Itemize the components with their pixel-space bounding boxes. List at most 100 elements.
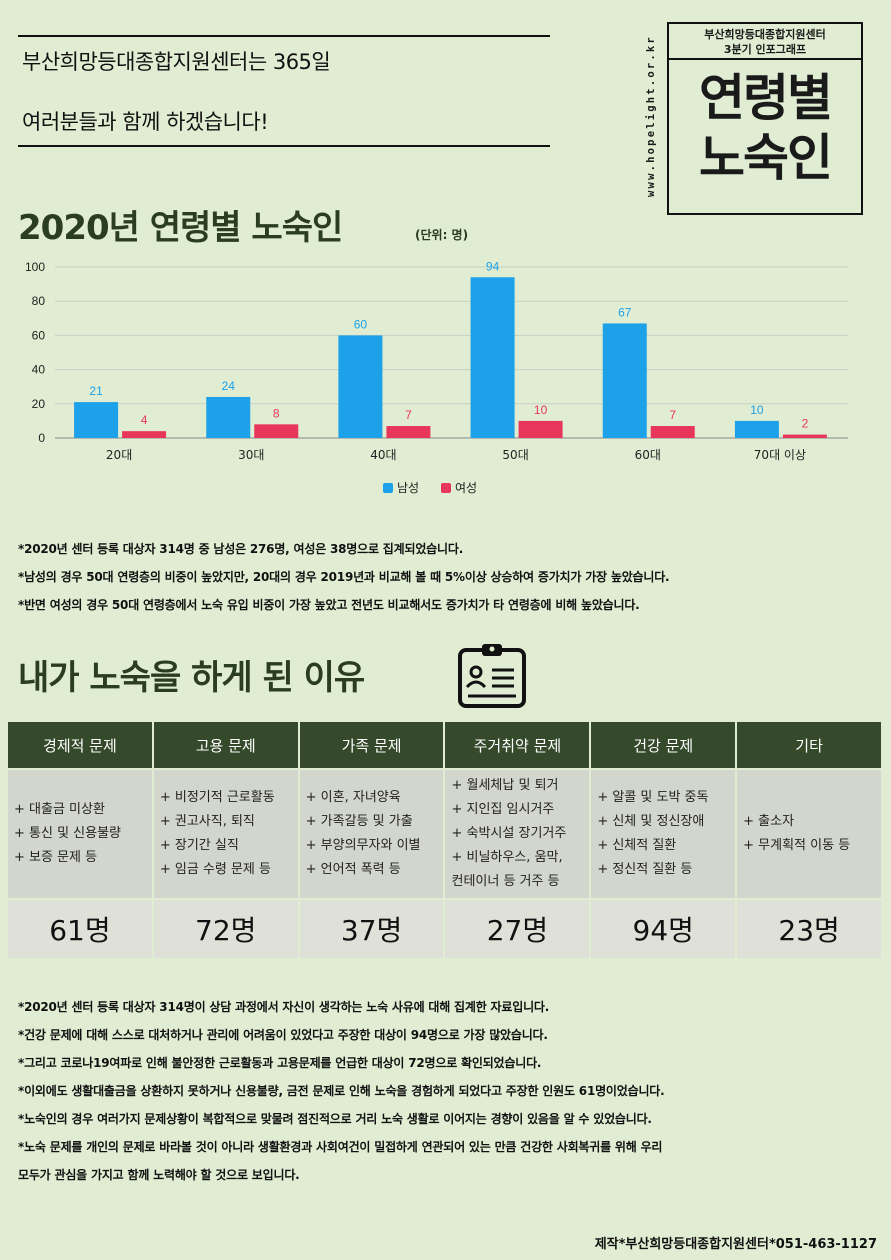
reasons-note-3: *그리고 코로나19여파로 인해 불안정한 근로활동과 고용문제를 언급한 대상… <box>18 1056 542 1070</box>
reasons-note-1: *2020년 센터 등록 대상자 314명이 상담 과정에서 자신이 생각하는 … <box>18 1000 550 1014</box>
intro-line-1: 부산희망등대종합지원센터는 365일 <box>22 50 331 74</box>
data-label-male: 10 <box>750 403 764 417</box>
footer-credit: 제작*부산희망등대종합지원센터*051-463-1127 <box>594 1237 877 1252</box>
chart-unit: (단위: 명) <box>415 228 469 242</box>
age-bar-chart: 0 20 40 60 80 100 21 4 20대 24 8 30대 60 7 40대 94 10 50대 67 7… <box>25 259 848 495</box>
data-label-female: 2 <box>802 417 809 431</box>
badge-title-line-1: 연령별 <box>699 69 833 127</box>
y-tick-label: 0 <box>38 431 45 445</box>
reason-count: 27명 <box>443 898 592 960</box>
reason-item: + 언어적 폭력 등 <box>305 862 401 877</box>
data-label-male: 60 <box>354 317 368 331</box>
reasons-count-row: 61명 72명 37명 27명 94명 23명 <box>6 898 883 960</box>
reason-item: + 보증 문제 등 <box>14 850 98 865</box>
legend-label-male: 남성 <box>397 481 419 495</box>
bar-male <box>338 335 383 438</box>
y-tick-label: 60 <box>32 328 46 342</box>
chart-note-3: *반면 여성의 경우 50대 연령층에서 노숙 유입 비중이 가장 높았고 전년… <box>18 598 640 612</box>
bar-female <box>386 426 431 438</box>
data-label-female: 7 <box>669 408 676 422</box>
reason-item: + 신체 및 정신장애 <box>597 814 705 829</box>
reason-item: + 알콜 및 도박 중독 <box>597 790 709 805</box>
bar-female <box>650 426 695 438</box>
reason-item: + 가족갈등 및 가출 <box>305 814 413 829</box>
reason-count: 37명 <box>297 898 446 960</box>
reasons-note-2: *건강 문제에 대해 스스로 대처하거나 관리에 어려움이 있었다고 주장한 대… <box>18 1028 548 1042</box>
bottom-rule <box>18 145 550 147</box>
reason-item: + 장기간 실직 <box>159 838 239 853</box>
reason-item: + 비닐하우스, 움막, <box>451 850 563 865</box>
clipboard-id-icon <box>458 644 526 708</box>
badge-header: 부산희망등대종합지원센터 3분기 인포그래프 <box>669 24 861 60</box>
reason-items-cell: + 비정기적 근로활동 + 권고사직, 퇴직 + 장기간 실직 + 임금 수령 문제 … <box>151 768 300 900</box>
reason-item: + 권고사직, 퇴직 <box>159 814 255 829</box>
reason-item: + 이혼, 자녀양육 <box>305 790 401 805</box>
chart-note-1: *2020년 센터 등록 대상자 314명 중 남성은 276명, 여성은 38… <box>18 542 464 556</box>
reason-item: 컨테이너 등 거주 등 <box>451 874 560 889</box>
reason-item: + 부양의무자와 이별 <box>305 838 421 853</box>
reason-items-cell: + 출소자 + 무계획적 이동 등 <box>735 768 883 900</box>
badge-org: 부산희망등대종합지원센터 <box>704 28 826 41</box>
bar-male <box>734 420 779 438</box>
reason-header: 고용 문제 <box>151 720 300 770</box>
data-label-male: 21 <box>89 384 103 398</box>
y-tick-label: 80 <box>32 294 46 308</box>
reason-header: 가족 문제 <box>297 720 446 770</box>
bar-male <box>206 396 251 438</box>
x-tick-label: 40대 <box>370 448 396 462</box>
bar-male <box>602 323 647 438</box>
legend-label-female: 여성 <box>455 481 477 495</box>
x-tick-label: 50대 <box>502 448 528 462</box>
reason-count: 23명 <box>735 898 883 960</box>
reason-count: 72명 <box>151 898 300 960</box>
reasons-title: 내가 노숙을 하게 된 이유 <box>18 658 365 698</box>
data-label-female: 8 <box>273 406 280 420</box>
reasons-table: 경제적 문제 고용 문제 가족 문제 주거취약 문제 건강 문제 기타 + 대출금 미상환… <box>6 720 883 960</box>
y-tick-label: 40 <box>32 363 46 377</box>
bar-male <box>74 402 119 438</box>
x-tick-label: 20대 <box>106 448 132 462</box>
bar-female <box>122 431 167 438</box>
bar-male <box>470 277 515 438</box>
reason-count: 94명 <box>589 898 738 960</box>
reason-item: + 숙박시설 장기거주 <box>451 826 567 841</box>
data-label-male: 24 <box>222 379 236 393</box>
reason-header: 건강 문제 <box>589 720 738 770</box>
chart-title: 2020년 연령별 노숙인 <box>18 208 343 248</box>
data-label-male: 67 <box>618 305 632 319</box>
reason-count: 61명 <box>6 898 154 960</box>
reasons-items-row: + 대출금 미상환 + 통신 및 신용불량 + 보증 문제 등 + 비정기적 근로활동… <box>6 768 883 900</box>
reason-items-cell: + 알콜 및 도박 중독 + 신체 및 정신장애 + 신체적 질환 + 정신적 질환 … <box>589 768 738 900</box>
legend-swatch-female <box>441 483 451 493</box>
y-tick-label: 100 <box>25 260 45 274</box>
bar-female <box>782 434 827 438</box>
reason-item: + 통신 및 신용불량 <box>14 826 122 841</box>
reason-header: 경제적 문제 <box>6 720 154 770</box>
reasons-note-7: 모두가 관심을 가지고 함께 노력해야 할 것으로 보입니다. <box>18 1168 300 1182</box>
reason-item: + 월세체납 및 퇴거 <box>451 778 559 793</box>
reason-item: + 정신적 질환 등 <box>597 862 693 877</box>
data-label-female: 10 <box>534 403 548 417</box>
reason-header: 기타 <box>735 720 883 770</box>
badge-title-line-2: 노숙인 <box>699 129 833 187</box>
reason-item: + 지인집 임시거주 <box>451 802 555 817</box>
reason-items-cell: + 월세체납 및 퇴거 + 지인집 임시거주 + 숙박시설 장기거주 + 비닐하우스,… <box>443 768 592 900</box>
reasons-note-4: *이외에도 생활대출금을 상환하지 못하거나 신용불량, 금전 문제로 인해 노… <box>18 1084 665 1098</box>
reasons-header-row: 경제적 문제 고용 문제 가족 문제 주거취약 문제 건강 문제 기타 <box>6 720 883 770</box>
x-tick-label: 70대 이상 <box>754 448 806 462</box>
top-rule <box>18 35 550 37</box>
reason-item: + 신체적 질환 <box>597 838 677 853</box>
reasons-note-6: *노숙 문제를 개인의 문제로 바라볼 것이 아니라 생활환경과 사회여건이 밀… <box>18 1140 663 1154</box>
x-tick-label: 30대 <box>238 448 264 462</box>
data-label-female: 7 <box>405 408 412 422</box>
website-url: www.hopelight.or.kr <box>645 35 658 197</box>
legend-swatch-male <box>383 483 393 493</box>
reason-item: + 임금 수령 문제 등 <box>159 862 271 877</box>
x-tick-label: 60대 <box>635 448 661 462</box>
reason-header: 주거취약 문제 <box>443 720 592 770</box>
data-label-female: 4 <box>141 413 148 427</box>
chart-note-2: *남성의 경우 50대 연령층의 비중이 높았지만, 20대의 경우 2019년… <box>18 570 670 584</box>
reason-item: + 출소자 <box>743 814 795 829</box>
title-badge: 부산희망등대종합지원센터 3분기 인포그래프 연령별 노숙인 <box>667 22 863 215</box>
reason-items-cell: + 대출금 미상환 + 통신 및 신용불량 + 보증 문제 등 <box>6 768 154 900</box>
